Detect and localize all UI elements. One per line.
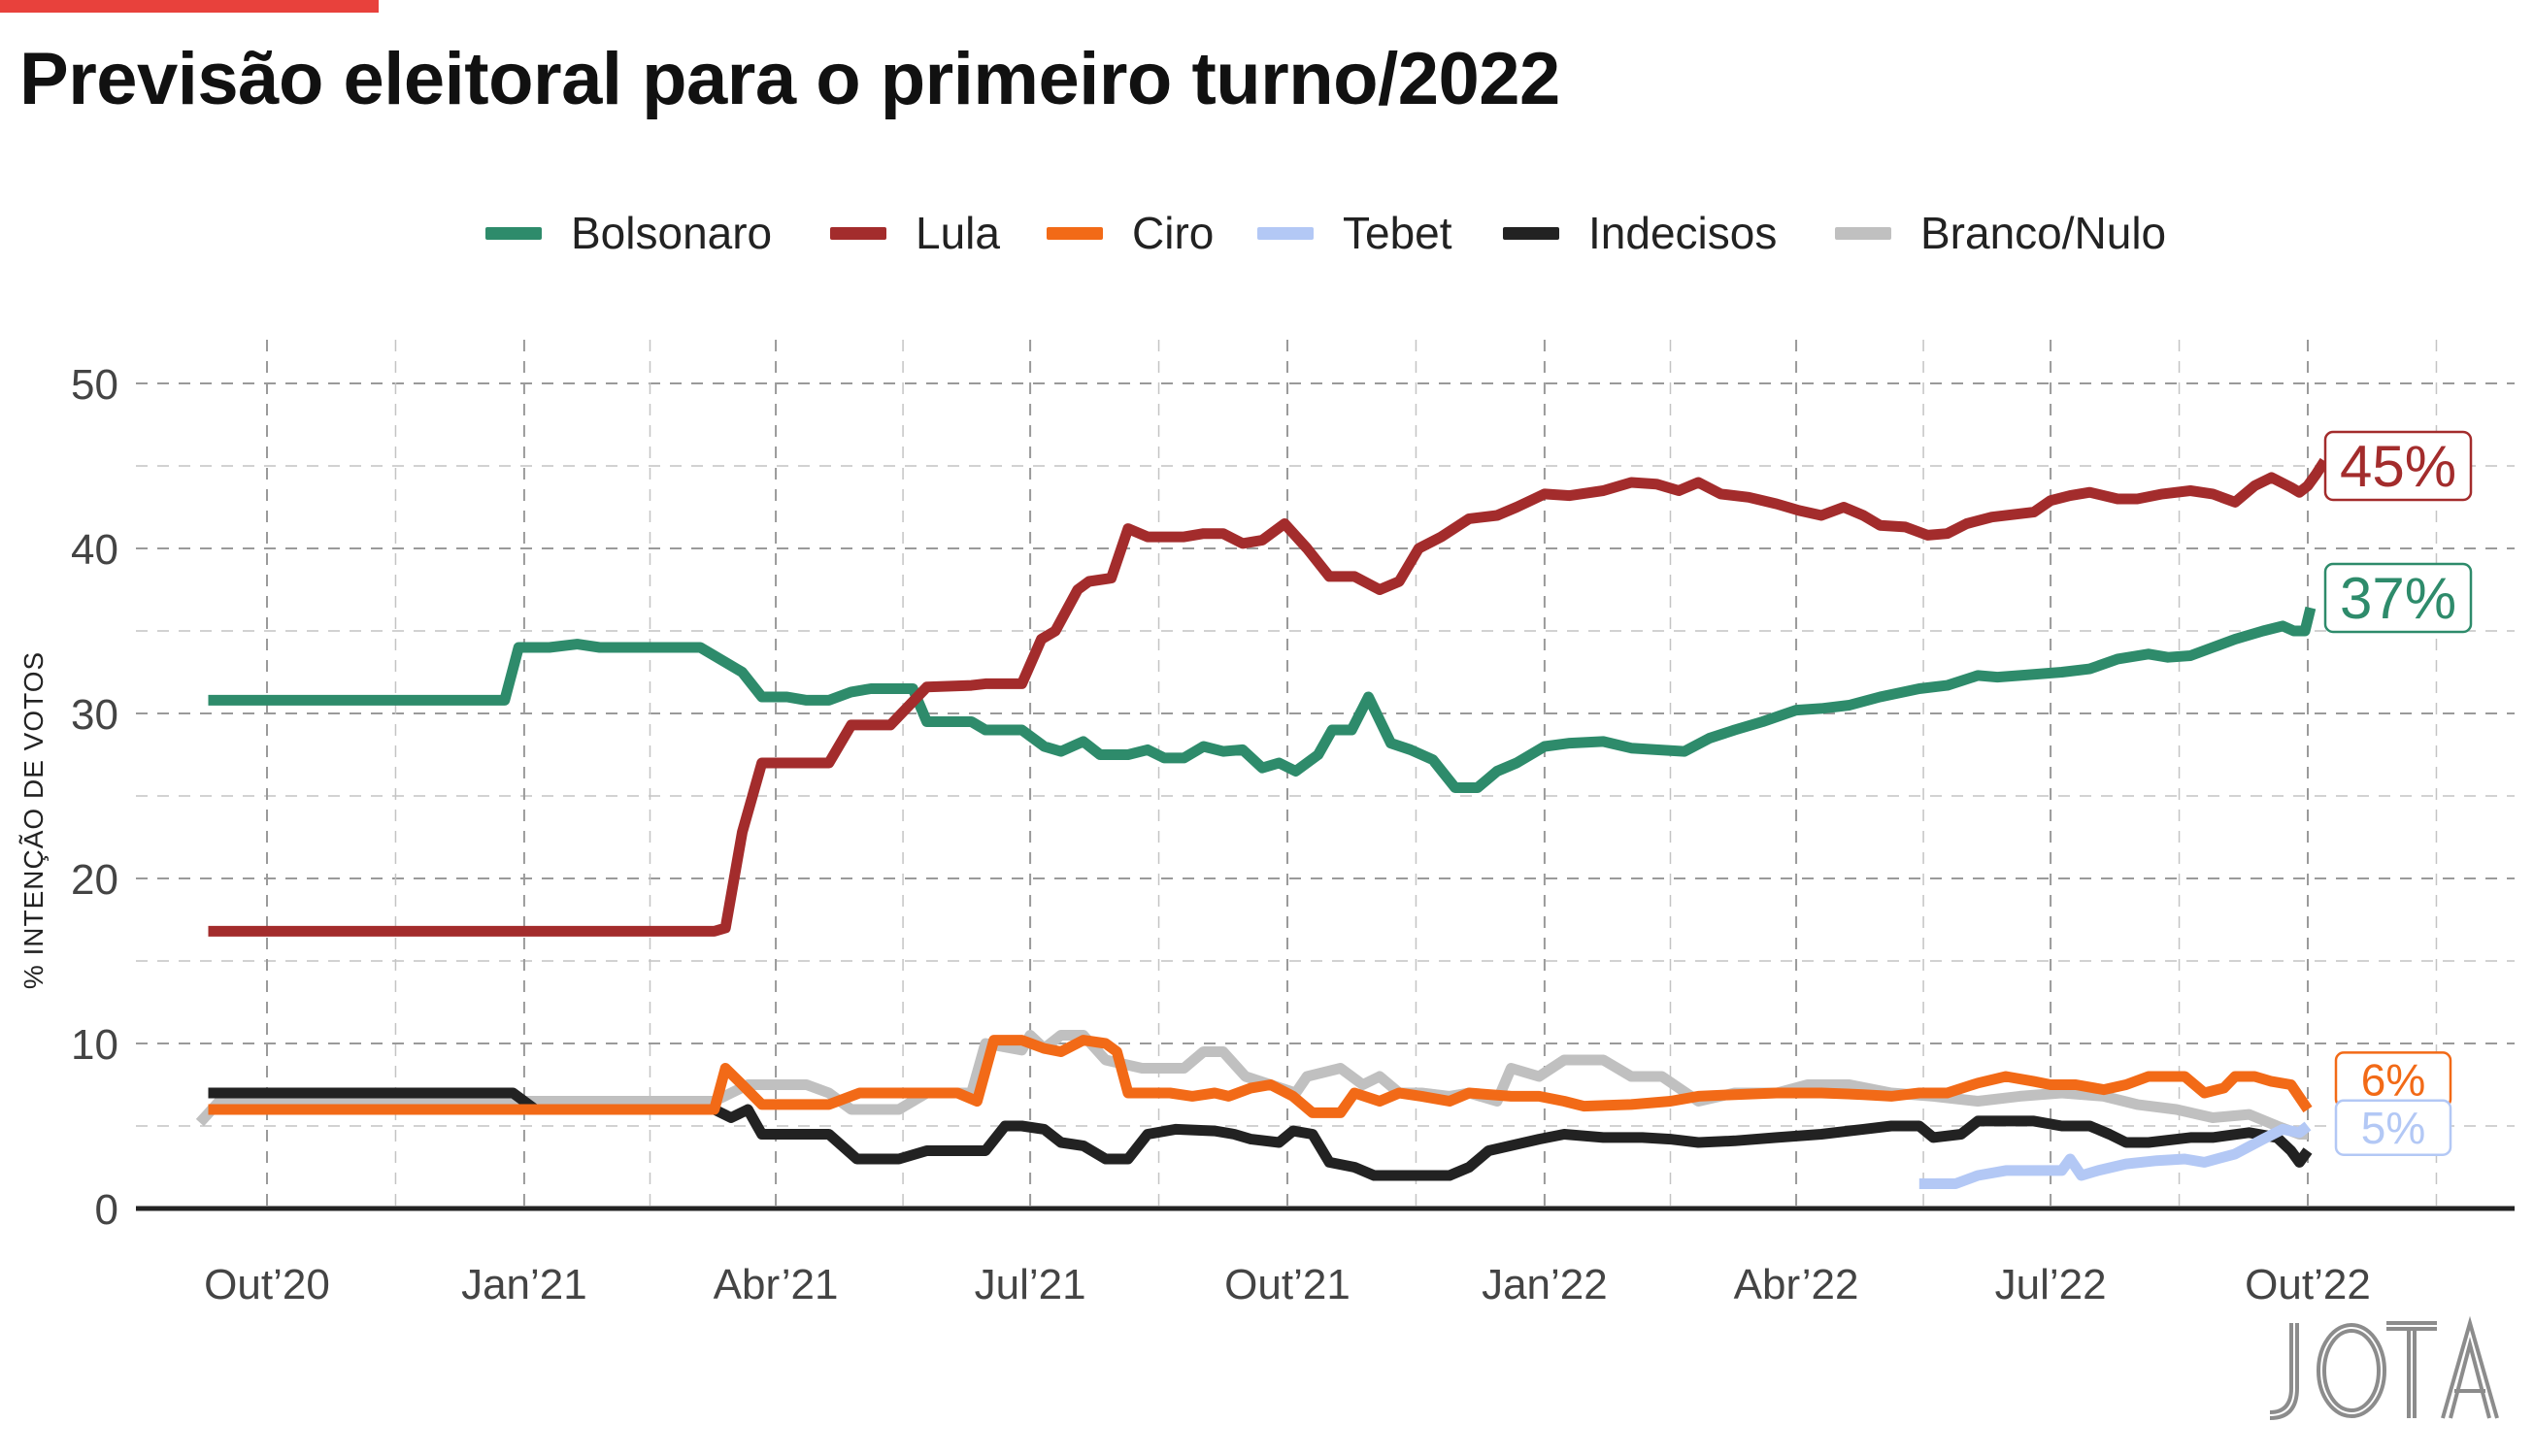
y-tick-label: 20 — [71, 856, 118, 904]
legend-label: Branco/Nulo — [1920, 208, 2167, 258]
series-lines — [195, 457, 2329, 1189]
x-tick-label: Jul’22 — [1995, 1261, 2107, 1308]
x-tick-label: Jan’22 — [1482, 1261, 1608, 1308]
legend-swatch — [830, 226, 886, 240]
page-title: Previsão eleitoral para o primeiro turno… — [19, 38, 1560, 120]
legend-swatch — [485, 226, 542, 240]
legend-label: Bolsonaro — [571, 208, 773, 258]
legend-swatch — [1503, 226, 1559, 240]
jota-logo — [2262, 1315, 2505, 1427]
legend-item-bolsonaro: Bolsonaro — [485, 199, 772, 267]
legend-label: Lula — [916, 208, 1000, 258]
series-line-tebet — [1918, 1121, 2312, 1189]
top-accent-bar — [0, 0, 379, 13]
end-label-text: 6% — [2361, 1055, 2425, 1106]
end-label-text: 37% — [2340, 566, 2456, 631]
end-label-text: 5% — [2361, 1103, 2425, 1153]
end-label-box — [2323, 430, 2473, 502]
y-tick-label: 10 — [71, 1021, 118, 1069]
legend-item-lula: Lula — [830, 199, 1000, 267]
series-line-ciro — [208, 1035, 2313, 1118]
grid-lines — [136, 340, 2515, 1208]
x-tick-label: Jul’21 — [975, 1261, 1086, 1308]
legend-item-branco-nulo: Branco/Nulo — [1835, 199, 2166, 267]
end-label-text: 45% — [2340, 434, 2456, 499]
x-tick-label: Out’22 — [2245, 1261, 2371, 1308]
legend-item-indecisos: Indecisos — [1503, 199, 1777, 267]
axes: 0 10 20 30 40 50 Out’20 Jan’21 Abr’21 Jul’21 Out’2… — [71, 361, 2515, 1308]
x-tick-label: Out’20 — [204, 1261, 330, 1308]
legend-swatch — [1047, 226, 1103, 240]
legend-label: Tebet — [1343, 208, 1452, 258]
legend-label: Indecisos — [1588, 208, 1778, 258]
legend-item-ciro: Ciro — [1047, 199, 1214, 267]
legend-label: Ciro — [1132, 208, 1215, 258]
y-tick-label: 40 — [71, 526, 118, 574]
end-label-box — [2323, 562, 2473, 634]
series-line-indecisos — [208, 1087, 2313, 1181]
legend-swatch — [1257, 226, 1314, 240]
legend-item-tebet: Tebet — [1257, 199, 1452, 267]
chart-legend: Bolsonaro Lula Ciro Tebet Indecisos Bran… — [0, 199, 2534, 267]
x-tick-label: Out’21 — [1224, 1261, 1350, 1308]
jota-logo-mark — [2269, 1315, 2499, 1420]
series-line-lula — [208, 457, 2329, 937]
y-tick-label: 50 — [71, 361, 118, 409]
x-tick-label: Abr’22 — [1734, 1261, 1859, 1308]
y-axis-label: % INTENÇÃO DE VOTOS — [18, 651, 49, 989]
x-tick-label: Jan’21 — [461, 1261, 587, 1308]
y-tick-label: 30 — [71, 691, 118, 739]
y-tick-label: 0 — [95, 1186, 118, 1234]
end-label-box — [2334, 1099, 2452, 1156]
series-line-bolsonaro — [208, 606, 2317, 793]
legend-swatch — [1835, 226, 1891, 240]
x-tick-label: Abr’21 — [714, 1261, 839, 1308]
series-line-branco-nulo — [195, 1030, 2308, 1140]
end-labels: 45% 37% 6%5% — [2323, 430, 2473, 1156]
